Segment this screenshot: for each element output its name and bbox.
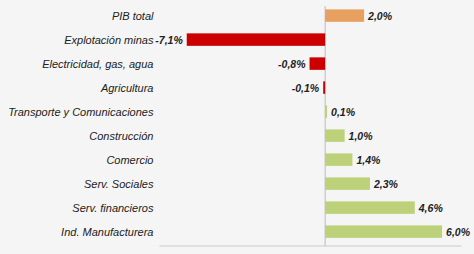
- labels: Ind. Manufacturera Serv. financieros Serv.…: [8, 10, 471, 238]
- chart: Ind. Manufacturera Serv. financieros Serv.…: [0, 0, 474, 254]
- value-label: 2,0%: [367, 10, 393, 22]
- category-label: Explotación minas: [64, 34, 154, 46]
- bar: [325, 9, 364, 21]
- bar: [325, 177, 370, 189]
- category-label: Serv. Sociales: [84, 178, 154, 190]
- bar: [325, 201, 415, 213]
- category-label: PIB total: [112, 10, 154, 22]
- category-label: Comercio: [106, 154, 153, 166]
- category-label: Serv. financieros: [72, 202, 154, 214]
- bar: [323, 81, 325, 93]
- bar: [325, 225, 442, 237]
- category-label: Electricidad, gas, agua: [42, 58, 153, 70]
- bar: [310, 57, 326, 69]
- bar: [187, 33, 325, 45]
- category-label: Ind. Manufacturera: [61, 226, 153, 238]
- bar: [325, 153, 352, 165]
- value-label: 1,0%: [349, 130, 374, 142]
- background: [0, 0, 474, 254]
- value-label: 2,3%: [373, 178, 399, 190]
- category-label: Transporte y Comunicaciones: [8, 106, 154, 118]
- x-axis-line: [159, 246, 461, 247]
- value-label: -0,1%: [292, 82, 320, 94]
- category-label: Construcción: [89, 130, 153, 142]
- value-label: -0,8%: [278, 58, 306, 70]
- bar: [325, 129, 344, 141]
- axes: [159, 6, 461, 246]
- bars: [187, 9, 442, 237]
- bar: [325, 105, 327, 117]
- value-label: 0,1%: [331, 106, 356, 118]
- category-label: Agricultura: [100, 82, 154, 94]
- value-label: -7,1%: [155, 34, 183, 46]
- value-label: 4,6%: [418, 202, 444, 214]
- value-label: 1,4%: [356, 154, 381, 166]
- value-label: 6,0%: [446, 226, 471, 238]
